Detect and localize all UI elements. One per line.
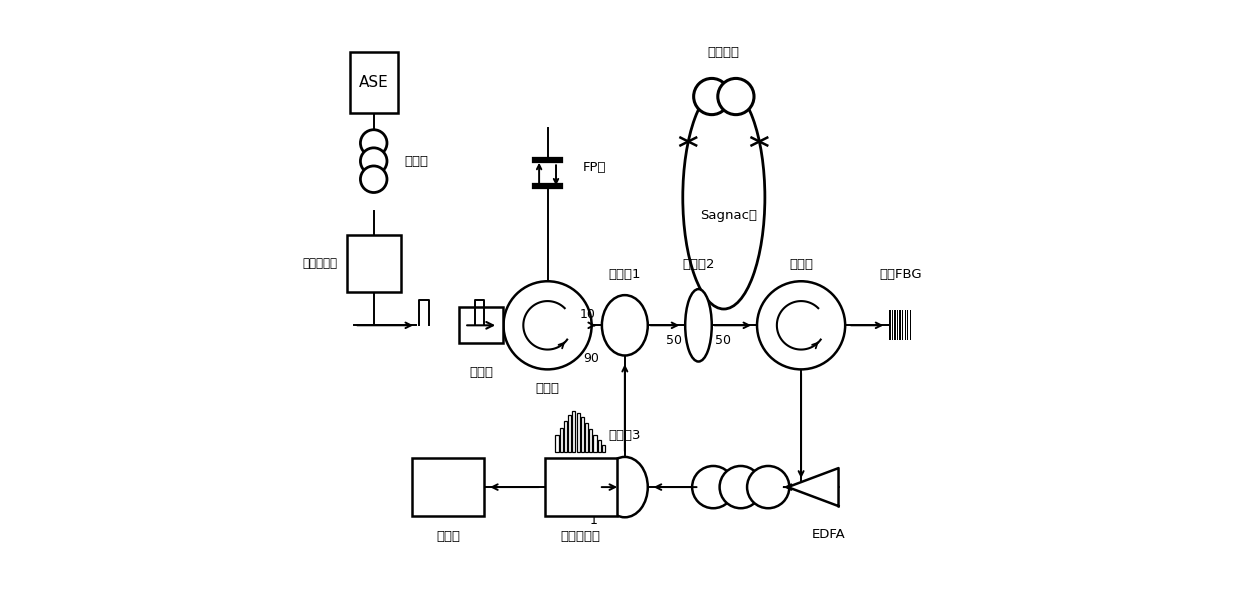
Polygon shape [787, 468, 838, 506]
Text: 90: 90 [583, 352, 599, 365]
Text: 99: 99 [582, 470, 598, 483]
Ellipse shape [683, 86, 765, 309]
Text: 1: 1 [589, 514, 598, 527]
Text: 隔离器: 隔离器 [469, 366, 494, 379]
Text: 平顶FBG: 平顶FBG [879, 267, 923, 280]
Bar [904, 310, 906, 340]
Bar [346, 235, 401, 293]
Bar [589, 430, 593, 452]
Bar [894, 310, 895, 340]
Text: 环形器: 环形器 [789, 258, 813, 272]
Text: 耦合全3: 耦合全3 [609, 429, 641, 442]
Bar [899, 310, 900, 340]
Text: 示波器: 示波器 [436, 530, 460, 543]
Bar [892, 310, 893, 340]
Text: 光电探测器: 光电探测器 [560, 530, 600, 543]
Circle shape [361, 166, 387, 193]
Bar [897, 310, 898, 340]
Bar [564, 421, 567, 452]
Circle shape [693, 78, 730, 114]
Bar [598, 440, 601, 452]
Circle shape [361, 130, 387, 156]
Bar [412, 458, 484, 516]
Text: EDFA: EDFA [811, 528, 846, 540]
Text: FP腔: FP腔 [583, 161, 606, 174]
Text: 偏振器: 偏振器 [404, 155, 428, 168]
Circle shape [361, 148, 387, 174]
Bar [908, 310, 909, 340]
Text: ASE: ASE [358, 75, 388, 90]
Bar [601, 444, 605, 452]
Bar [568, 415, 572, 452]
Bar [460, 307, 503, 343]
Circle shape [719, 466, 761, 508]
Text: 10: 10 [580, 308, 596, 321]
Text: 50: 50 [666, 334, 682, 347]
Bar [585, 424, 588, 452]
Circle shape [758, 282, 846, 370]
Bar [580, 417, 584, 452]
Text: 耦合全2: 耦合全2 [682, 258, 714, 272]
Bar [594, 436, 596, 452]
Ellipse shape [601, 295, 647, 356]
Text: 电光调制器: 电光调制器 [303, 257, 337, 271]
Bar [544, 458, 618, 516]
Circle shape [503, 282, 591, 370]
Bar [556, 436, 558, 452]
Circle shape [718, 78, 754, 114]
Bar [901, 310, 904, 340]
Text: Sagnac环: Sagnac环 [701, 209, 758, 222]
Bar [910, 310, 911, 340]
Text: 环形器: 环形器 [536, 382, 559, 395]
Text: 耦合全1: 耦合全1 [609, 267, 641, 280]
Bar [889, 310, 890, 340]
Ellipse shape [601, 457, 647, 517]
Ellipse shape [686, 289, 712, 362]
Circle shape [746, 466, 790, 508]
Circle shape [692, 466, 734, 508]
Bar [577, 413, 580, 452]
Bar [559, 428, 563, 452]
Bar [573, 411, 575, 452]
Text: 50: 50 [715, 334, 732, 347]
Bar [350, 53, 398, 113]
Text: 双孔光纤: 双孔光纤 [708, 46, 740, 59]
